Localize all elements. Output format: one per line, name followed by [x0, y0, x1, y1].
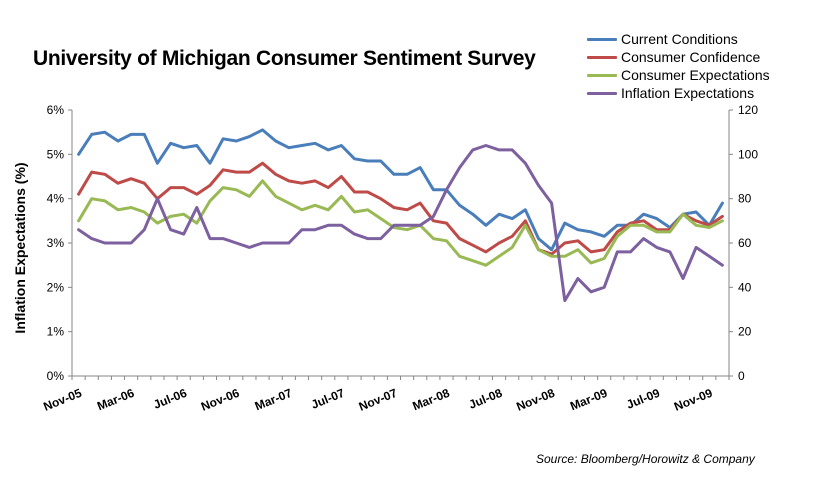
legend-swatch: [587, 73, 617, 77]
x-tick-label: Nov-07: [357, 386, 400, 414]
legend-swatch: [587, 91, 617, 95]
legend-item-inflation-expectations: Inflation Expectations: [587, 84, 770, 102]
x-tick-label: Nov-08: [514, 386, 557, 414]
chart-title: University of Michigan Consumer Sentimen…: [33, 47, 536, 70]
x-tick-label: Nov-06: [199, 386, 242, 414]
y-right-tick-label: 100: [738, 147, 758, 161]
legend-item-consumer-expectations: Consumer Expectations: [587, 66, 770, 84]
source-note: Source: Bloomberg/Horowitz & Company: [536, 452, 755, 466]
y-left-tick-label: 1%: [47, 325, 65, 339]
x-tick-label: Jul-07: [309, 386, 347, 412]
y-axis-label-left: Inflation Expectations (%): [12, 162, 28, 334]
y-left-tick-label: 2%: [47, 280, 65, 294]
legend-swatch: [587, 55, 617, 59]
y-left-tick-label: 5%: [47, 147, 65, 161]
y-right-tick-label: 120: [738, 103, 758, 117]
legend-label: Consumer Confidence: [621, 49, 761, 65]
legend-label: Inflation Expectations: [621, 85, 755, 101]
series-line-inflation-expectations: [77, 144, 724, 303]
y-left-tick-label: 0%: [47, 369, 65, 383]
y-right-tick-label: 20: [738, 325, 752, 339]
x-tick-label: Mar-07: [253, 386, 294, 414]
legend-item-current-conditions: Current Conditions: [587, 30, 770, 48]
x-tick-label: Mar-09: [568, 386, 609, 414]
legend: Current Conditions Consumer Confidence C…: [587, 30, 770, 102]
y-right-tick-label: 80: [738, 192, 752, 206]
x-tick-label: Jul-08: [467, 386, 505, 412]
legend-label: Current Conditions: [621, 31, 738, 47]
y-left-tick-label: 6%: [47, 103, 65, 117]
x-tick-label: Jul-09: [624, 386, 662, 412]
x-tick-label: Jul-06: [151, 386, 189, 412]
legend-swatch: [587, 37, 617, 41]
x-tick-label: Mar-08: [410, 386, 451, 414]
y-right-tick-label: 40: [738, 280, 752, 294]
x-tick-label: Nov-09: [672, 386, 715, 414]
y-left-tick-label: 4%: [47, 192, 65, 206]
series-line-current-conditions: [77, 128, 724, 252]
y-left-tick-label: 3%: [47, 236, 65, 250]
legend-label: Consumer Expectations: [621, 67, 770, 83]
y-right-tick-label: 0: [738, 369, 745, 383]
series-line-consumer-expectations: [77, 179, 724, 267]
y-right-tick-label: 60: [738, 236, 752, 250]
legend-item-consumer-confidence: Consumer Confidence: [587, 48, 770, 66]
x-tick-label: Mar-06: [95, 386, 136, 414]
series-line-consumer-confidence: [77, 161, 724, 256]
x-tick-label: Nov-05: [41, 386, 84, 414]
